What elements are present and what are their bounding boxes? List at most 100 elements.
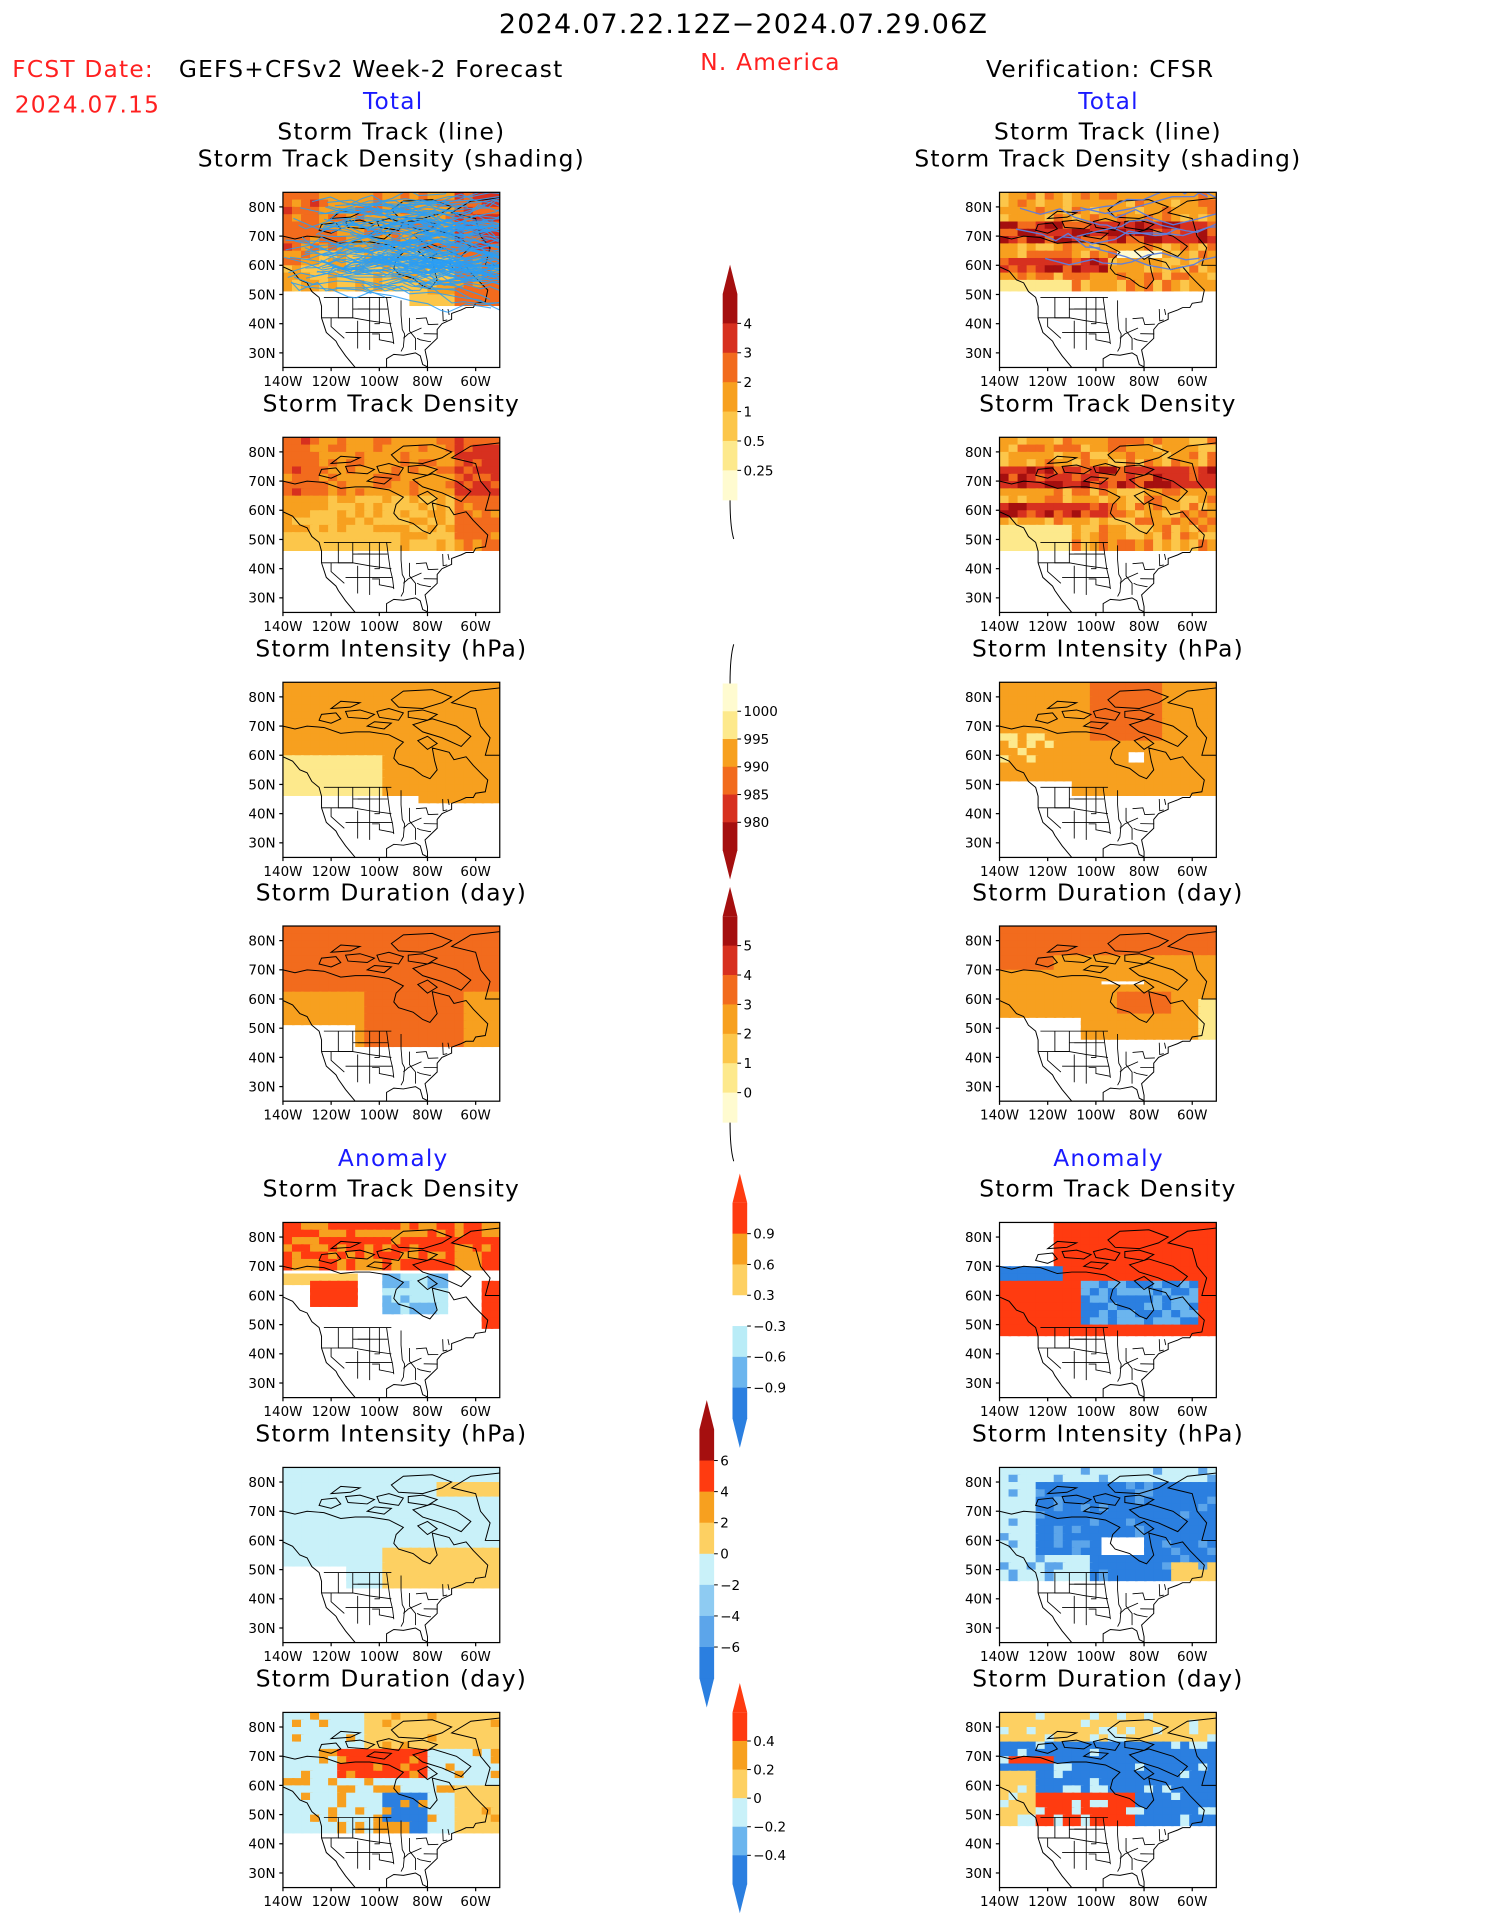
lat-tick-label: 50N <box>248 532 275 548</box>
map-shading <box>282 926 500 1102</box>
coastline <box>999 442 1217 613</box>
lon-tick-label: 80W <box>1129 1108 1159 1124</box>
lat-tick-label: 40N <box>965 317 992 333</box>
lon-tick-label: 140W <box>263 1404 302 1420</box>
fcst-date-label: FCST Date: <box>12 56 154 84</box>
lat-tick-label: 60N <box>965 503 992 519</box>
lat-tick-label: 70N <box>965 474 992 490</box>
lon-tick-label: 100W <box>360 864 399 880</box>
coastline <box>282 1472 500 1643</box>
colorbar-swatch <box>722 323 738 354</box>
lat-tick-label: 50N <box>965 287 992 303</box>
colorbar-intensity-anom: 6 4 2 0 −2 −4 −6 <box>699 1400 772 1708</box>
colorbar-swatch <box>722 822 738 851</box>
panel-title: Storm Duration (day) <box>972 1665 1244 1693</box>
lon-tick-label: 80W <box>412 1404 442 1420</box>
map-shading <box>999 1467 1217 1643</box>
lat-tick-label: 60N <box>965 1288 992 1304</box>
colorbar-swatch <box>732 1855 748 1885</box>
lon-tick-label: 140W <box>980 1894 1019 1910</box>
lon-tick-label: 100W <box>360 1108 399 1124</box>
colorbar-swatch <box>722 293 738 324</box>
lon-tick-label: 100W <box>1076 864 1115 880</box>
map-panel-right-4: 140W 120W 100W 80W 60W 80N 70N 60N 50N 40N 30N <box>955 921 1226 1126</box>
lon-tick-label: 120W <box>1028 374 1067 390</box>
lat-tick-label: 30N <box>248 1866 275 1882</box>
colorbar-swatch <box>722 382 738 413</box>
lat-tick-label: 40N <box>248 1592 275 1608</box>
coastline <box>999 197 1217 368</box>
lat-tick-label: 80N <box>248 200 275 216</box>
lon-tick-label: 100W <box>1076 374 1115 390</box>
panel-title: Storm Track (line) <box>277 118 506 146</box>
lat-tick-label: 30N <box>965 591 992 607</box>
left-total-heading: Total <box>362 88 424 116</box>
colorbar-label: 0.3 <box>753 1288 774 1304</box>
lat-tick-label: 50N <box>248 1021 275 1037</box>
lon-tick-label: 80W <box>1129 374 1159 390</box>
coastline <box>282 1227 500 1398</box>
lat-tick-label: 80N <box>248 1720 275 1736</box>
right-total-heading: Total <box>1078 88 1139 116</box>
map-panel-left-3: 140W 120W 100W 80W 60W 80N 70N 60N 50N 40N 30N <box>239 677 510 882</box>
colorbar-label: 4 <box>744 968 753 984</box>
colorbar-swatch <box>732 1295 748 1327</box>
lon-tick-label: 120W <box>312 619 351 635</box>
lat-tick-label: 40N <box>248 562 275 578</box>
colorbar-swatch <box>722 440 738 471</box>
colorbar-label: 0.2 <box>753 1762 774 1778</box>
colorbar-label: −2 <box>720 1578 740 1594</box>
map-panel-right-6: 140W 120W 100W 80W 60W 80N 70N 60N 50N 40N 30N <box>955 1463 1226 1668</box>
lon-tick-label: 80W <box>412 1649 442 1665</box>
colorbar-swatch <box>732 1798 748 1828</box>
lon-tick-label: 80W <box>412 619 442 635</box>
lon-tick-label: 140W <box>263 374 302 390</box>
lon-tick-label: 140W <box>980 1108 1019 1124</box>
colorbar-intensity: 1000 995 990 985 980 <box>722 644 796 880</box>
lat-tick-label: 80N <box>248 690 275 706</box>
lon-tick-label: 60W <box>1177 619 1207 635</box>
colorbar-duration-anom: 0.4 0.2 0 −0.2 −0.4 <box>732 1683 805 1914</box>
colorbar-swatch <box>732 1264 748 1296</box>
lat-tick-label: 70N <box>248 474 275 490</box>
panel-title: Storm Duration (day) <box>255 1665 528 1693</box>
coastline <box>282 442 500 613</box>
lon-tick-label: 60W <box>460 1108 490 1124</box>
lat-tick-label: 80N <box>248 1475 275 1491</box>
colorbar-swatch <box>732 1326 748 1358</box>
storm-tracks <box>284 192 500 313</box>
map-shading <box>999 682 1217 858</box>
colorbar-swatch <box>732 1769 748 1799</box>
colorbar-swatch <box>732 1356 748 1389</box>
coastline <box>282 931 500 1102</box>
coastline <box>999 931 1217 1102</box>
lat-tick-label: 60N <box>248 258 275 274</box>
coastline <box>999 1717 1217 1888</box>
lat-tick-label: 70N <box>248 1749 275 1765</box>
colorbar-label: 4 <box>744 316 753 332</box>
lon-tick-label: 120W <box>1028 1894 1067 1910</box>
lat-tick-label: 50N <box>965 1021 992 1037</box>
colorbar-label: 5 <box>744 939 753 955</box>
colorbar-track-density-anom: 0.9 0.6 0.3 −0.3 −0.6 −0.9 <box>732 1173 805 1448</box>
colorbar-swatch <box>722 1004 738 1035</box>
colorbar-label: 2 <box>720 1516 729 1532</box>
lat-tick-label: 80N <box>965 1230 992 1246</box>
lon-tick-label: 100W <box>360 1649 399 1665</box>
left-anomaly-heading: Anomaly <box>337 1145 449 1173</box>
lat-tick-label: 50N <box>965 1563 992 1579</box>
right-anomaly-heading: Anomaly <box>1053 1145 1164 1173</box>
colorbar-label: −0.4 <box>753 1848 786 1864</box>
lat-tick-label: 50N <box>248 1318 275 1334</box>
colorbar-label: 980 <box>744 815 770 831</box>
lat-tick-label: 40N <box>248 317 275 333</box>
lon-tick-label: 140W <box>980 1649 1019 1665</box>
lon-tick-label: 140W <box>263 1894 302 1910</box>
lat-tick-label: 60N <box>248 1288 275 1304</box>
panel-title: Storm Intensity (hPa) <box>255 635 528 663</box>
lat-tick-label: 50N <box>965 532 992 548</box>
map-panel-right-1: 140W 120W 100W 80W 60W 80N 70N 60N 50N 40N 30N <box>955 187 1226 392</box>
lat-tick-label: 60N <box>965 992 992 1008</box>
colorbar-label: −0.3 <box>753 1319 786 1335</box>
map-panel-left-2: 140W 120W 100W 80W 60W 80N 70N 60N 50N 40N 30N <box>239 432 510 637</box>
